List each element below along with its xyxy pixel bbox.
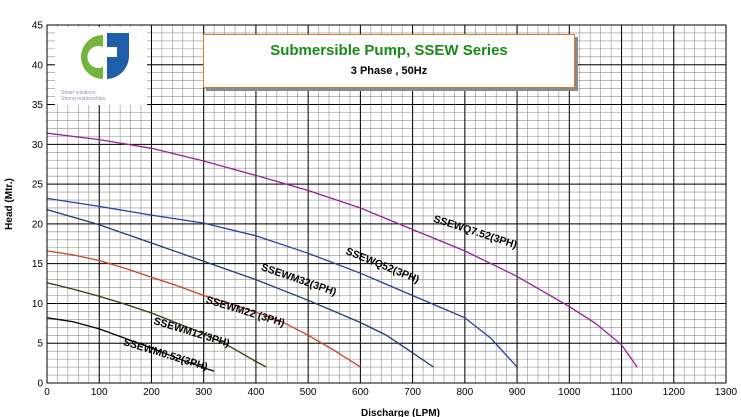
x-tick-label: 400 xyxy=(248,387,265,398)
series-line xyxy=(46,132,638,368)
series-line xyxy=(46,250,361,368)
chart-title: Submersible Pump, SSEW Series xyxy=(270,42,508,59)
x-tick-label: 1200 xyxy=(663,387,686,398)
logo-tagline-line1: Smart solutions. xyxy=(61,90,97,96)
curve-labels: SSEWM0.52(3PH)SSEWM12(3PH)SSEWM22 (3PH)S… xyxy=(122,213,519,373)
series-label: SSEWM12(3PH) xyxy=(152,315,231,350)
x-tick-label: 900 xyxy=(509,387,526,398)
y-tick-label: 0 xyxy=(37,379,43,390)
series-label: SSEWM32(3PH) xyxy=(259,261,337,298)
x-tick-label: 800 xyxy=(457,387,474,398)
series-label: SSEWM0.52(3PH) xyxy=(122,336,209,373)
y-tick-label: 30 xyxy=(32,140,44,151)
x-tick-label: 600 xyxy=(352,387,369,398)
chart-title-box: Submersible Pump, SSEW Series 3 Phase , … xyxy=(203,34,575,88)
logo-mark-icon xyxy=(81,33,129,79)
x-tick-label: 300 xyxy=(195,387,212,398)
y-axis-title: Head (Mtr.) xyxy=(4,178,15,230)
performance-curves xyxy=(46,132,638,372)
chart-subtitle: 3 Phase , 50Hz xyxy=(350,65,428,77)
series-line xyxy=(46,208,434,368)
y-tick-label: 40 xyxy=(32,60,44,71)
x-axis-title: Discharge (LPM) xyxy=(361,408,440,417)
series-line xyxy=(46,197,518,368)
series-line xyxy=(46,282,267,368)
logo-tagline: Smart solutions. Strong relationships. xyxy=(61,90,145,102)
x-tick-label: 1100 xyxy=(611,387,633,398)
plot-frame xyxy=(46,24,727,384)
x-tick-labels: 0 100 200 300 400 500 600 700 800 900 1000 1100 1200… xyxy=(44,387,737,398)
y-tick-label: 20 xyxy=(32,219,44,230)
x-tick-label: 1000 xyxy=(558,387,581,398)
company-logo: Smart solutions. Strong relationships. xyxy=(55,27,147,105)
x-tick-label: 500 xyxy=(300,387,317,398)
y-tick-label: 15 xyxy=(32,259,44,270)
x-tick-label: 200 xyxy=(143,387,160,398)
y-tick-labels: 0 5 10 15 20 25 30 35 40 45 xyxy=(32,21,44,390)
y-tick-label: 35 xyxy=(32,100,44,111)
x-tick-label: 0 xyxy=(44,387,50,398)
series-line xyxy=(46,317,215,372)
y-tick-label: 45 xyxy=(32,21,44,32)
y-tick-label: 10 xyxy=(32,299,44,310)
x-tick-label: 700 xyxy=(404,387,421,398)
x-tick-label: 1300 xyxy=(715,387,738,398)
y-tick-label: 5 xyxy=(37,339,43,350)
y-tick-label: 25 xyxy=(32,180,44,191)
x-tick-label: 100 xyxy=(91,387,108,398)
logo-tagline-line2: Strong relationships. xyxy=(61,96,107,102)
